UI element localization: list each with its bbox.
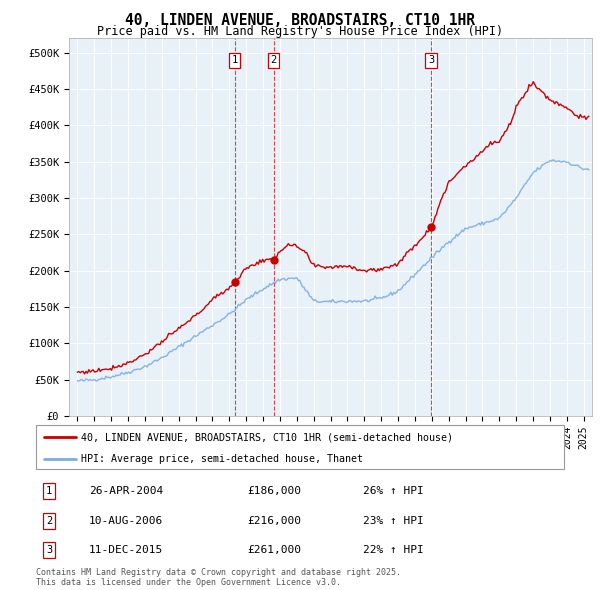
Text: £261,000: £261,000 — [247, 545, 301, 555]
Text: 40, LINDEN AVENUE, BROADSTAIRS, CT10 1HR: 40, LINDEN AVENUE, BROADSTAIRS, CT10 1HR — [125, 13, 475, 28]
Text: Contains HM Land Registry data © Crown copyright and database right 2025.
This d: Contains HM Land Registry data © Crown c… — [36, 568, 401, 587]
Text: Price paid vs. HM Land Registry's House Price Index (HPI): Price paid vs. HM Land Registry's House … — [97, 25, 503, 38]
Text: 2: 2 — [46, 516, 52, 526]
Text: 3: 3 — [428, 55, 434, 65]
Text: HPI: Average price, semi-detached house, Thanet: HPI: Average price, semi-detached house,… — [81, 454, 363, 464]
Text: £216,000: £216,000 — [247, 516, 301, 526]
FancyBboxPatch shape — [36, 425, 564, 469]
Text: 11-DEC-2015: 11-DEC-2015 — [89, 545, 163, 555]
Text: 22% ↑ HPI: 22% ↑ HPI — [364, 545, 424, 555]
Text: 3: 3 — [46, 545, 52, 555]
Text: 40, LINDEN AVENUE, BROADSTAIRS, CT10 1HR (semi-detached house): 40, LINDEN AVENUE, BROADSTAIRS, CT10 1HR… — [81, 432, 453, 442]
Text: 10-AUG-2006: 10-AUG-2006 — [89, 516, 163, 526]
Text: 23% ↑ HPI: 23% ↑ HPI — [364, 516, 424, 526]
Text: £186,000: £186,000 — [247, 486, 301, 496]
Text: 2: 2 — [271, 55, 277, 65]
Text: 1: 1 — [232, 55, 238, 65]
Text: 1: 1 — [46, 486, 52, 496]
Text: 26-APR-2004: 26-APR-2004 — [89, 486, 163, 496]
Text: 26% ↑ HPI: 26% ↑ HPI — [364, 486, 424, 496]
